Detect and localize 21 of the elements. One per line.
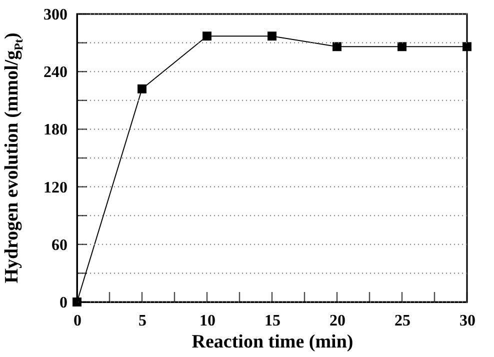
x-axis-title: Reaction time (min): [192, 332, 354, 352]
point: [138, 84, 146, 94]
y-tick-label: 180: [44, 122, 68, 139]
y-tick-label: 60: [52, 236, 68, 254]
x-tick-label: 0: [74, 312, 82, 330]
x-tick-label: 10: [200, 312, 216, 330]
x-tick-label: 5: [138, 312, 146, 330]
point: [462, 42, 472, 52]
point: [332, 42, 342, 52]
x-tick-label: 25: [394, 312, 410, 330]
point: [268, 32, 276, 41]
x-tick-label: 30: [460, 312, 476, 330]
x-tick-label: 15: [264, 312, 280, 330]
point: [398, 42, 406, 52]
y-tick-label: 120: [44, 179, 68, 196]
y-tick-label: 0: [60, 294, 68, 312]
x-tick-label: 20: [330, 312, 346, 330]
y-tick-label: 300: [44, 6, 68, 24]
point: [72, 298, 82, 306]
y-tick-label: 240: [44, 64, 68, 82]
point: [202, 32, 212, 41]
